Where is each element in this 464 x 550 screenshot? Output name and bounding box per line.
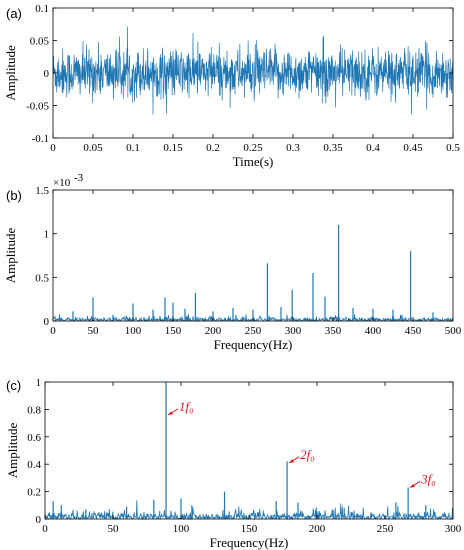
x-tick-label: 50 [108,523,120,535]
y-tick-label: 0.4 [27,459,41,471]
axes-box [52,189,454,322]
x-tick-label: 250 [245,325,262,337]
annotation-text: 3f₀ [420,471,436,486]
panel-label: (a) [6,6,22,21]
y-tick-label: 0.6 [27,432,41,444]
y-tick-label: 0.5 [35,272,49,284]
arrowhead [289,459,295,463]
harmonic-annotation: 3f₀ [409,471,436,488]
panel-b: (b) 0 50 100 150 200 250 300 350 400 450 500 0 0.5 1 1.… [3,172,462,352]
x-tick-label: 0.25 [243,142,263,154]
x-tick-label: 0.5 [446,142,460,154]
y-tick-label: 0.2 [27,487,41,499]
harmonic-annotation: 2f₀ [288,447,315,464]
x-tick-label: 0.05 [83,142,103,154]
y-tick-label: 0 [44,68,50,80]
y-tick-label: 0.1 [35,3,49,15]
x-tick-label: 100 [125,325,142,337]
y-tick-label: 0.8 [27,404,41,416]
x-axis-label: Frequency(Hz) [210,535,289,550]
panel-label: (b) [6,188,22,203]
x-tick-label: 500 [445,325,462,337]
x-tick-label: 0.4 [366,142,380,154]
signal-trace [52,26,454,115]
arrowhead [168,411,174,415]
panel-c: (c) 0 50 100 150 200 250 300 0 0.2 0.4 0.6 0.8 1 Frequ… [5,377,462,550]
x-tick-label: 450 [405,325,422,337]
y-axis-label: Amplitude [5,422,20,478]
panel-label: (c) [6,378,21,393]
y-axis-label: Amplitude [3,227,18,283]
annotation-text: 2f₀ [300,447,315,462]
x-tick-label: 0.45 [403,142,423,154]
y-tick-label: -0.05 [26,101,49,113]
y-exponent-label: ×10 [53,177,71,189]
x-axis-label: Time(s) [233,154,274,169]
x-tick-label: 150 [165,325,182,337]
x-tick-label: 50 [88,325,100,337]
x-tick-label: 350 [325,325,342,337]
y-tick-label: -0.1 [32,133,49,145]
arrowhead [410,483,416,488]
y-tick-label: 0 [36,514,42,526]
y-tick-label: 0.05 [30,36,50,48]
x-tick-label: 100 [173,523,190,535]
y-tick-label: 1.5 [35,185,49,197]
x-tick-label: 0.2 [206,142,220,154]
x-tick-label: 0.35 [323,142,343,154]
x-tick-label: 200 [309,523,326,535]
x-tick-label: 200 [205,325,222,337]
x-tick-label: 0 [50,142,56,154]
x-tick-label: 0.15 [163,142,183,154]
y-tick-label: 1 [36,377,42,389]
y-axis-label: Amplitude [3,45,18,101]
x-tick-label: 0 [42,523,48,535]
y-exponent-power: -3 [74,172,84,184]
y-tick-label: 1 [44,229,50,241]
x-tick-label: 300 [285,325,302,337]
x-tick-label: 150 [241,523,258,535]
x-tick-label: 0.1 [126,142,140,154]
panel-a: (a) 0 0.05 0.1 0.15 0.2 0.25 0.3 0.35 0.4 0.45 0.5 -… [3,3,460,169]
x-tick-label: 300 [445,523,462,535]
harmonic-annotation: 1f₀ [167,399,194,416]
x-tick-label: 0.3 [286,142,300,154]
x-axis-label: Frequency(Hz) [214,337,293,352]
axes-box [44,381,454,520]
y-tick-label: 0 [44,316,50,328]
annotation-text: 1f₀ [179,399,194,414]
x-tick-label: 0 [50,325,56,337]
x-tick-label: 250 [377,523,394,535]
x-tick-label: 400 [365,325,382,337]
